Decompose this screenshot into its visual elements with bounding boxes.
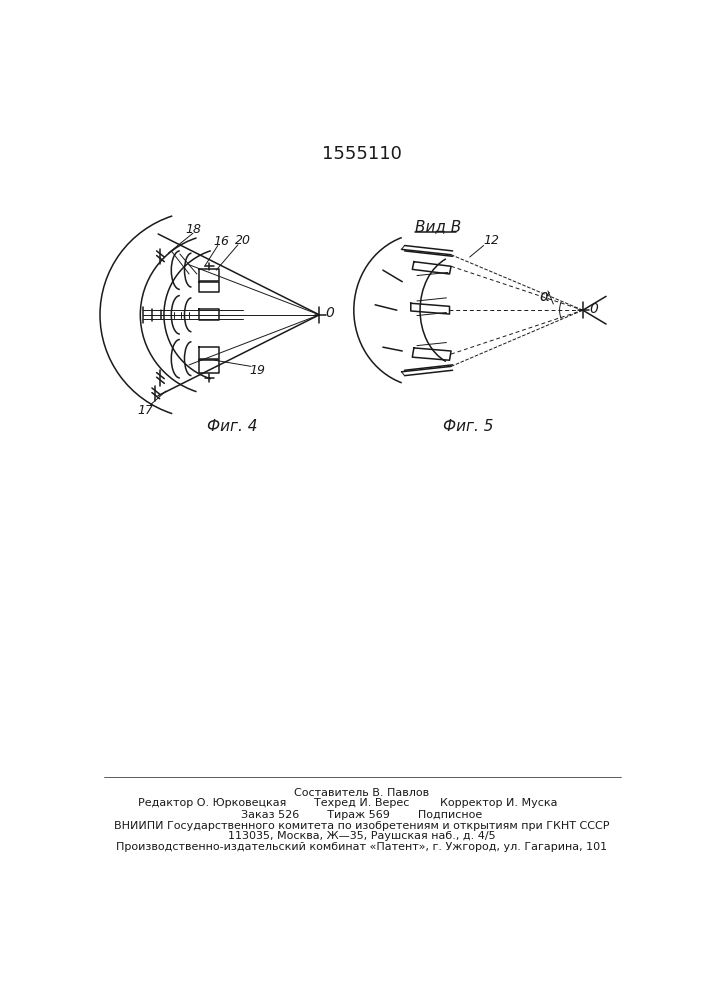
Text: 19: 19 [250, 364, 265, 377]
Text: 0: 0 [589, 302, 598, 316]
Text: 18: 18 [185, 223, 201, 236]
Text: Техред И. Верес: Техред И. Верес [315, 798, 409, 808]
Text: Корректор И. Муска: Корректор И. Муска [440, 798, 558, 808]
Text: Заказ 526        Тираж 569        Подписное: Заказ 526 Тираж 569 Подписное [241, 810, 483, 820]
Text: 16: 16 [213, 235, 229, 248]
Text: 0: 0 [326, 306, 334, 320]
Text: Вид В: Вид В [416, 219, 462, 234]
Text: 12: 12 [484, 234, 499, 247]
Text: Фиг. 5: Фиг. 5 [443, 419, 493, 434]
Text: Составитель В. Павлов: Составитель В. Павлов [294, 788, 430, 798]
Text: 113035, Москва, Ж—35, Раушская наб., д. 4/5: 113035, Москва, Ж—35, Раушская наб., д. … [228, 831, 496, 841]
Text: ВНИИПИ Государственного комитета по изобретениям и открытиям при ГКНТ СССР: ВНИИПИ Государственного комитета по изоб… [115, 821, 609, 831]
Text: 1555110: 1555110 [322, 145, 402, 163]
Text: 17: 17 [137, 404, 153, 417]
Text: Редактор О. Юрковецкая: Редактор О. Юрковецкая [138, 798, 286, 808]
Text: Производственно-издательский комбинат «Патент», г. Ужгород, ул. Гагарина, 101: Производственно-издательский комбинат «П… [117, 842, 607, 852]
Text: α: α [539, 289, 549, 304]
Text: Фиг. 4: Фиг. 4 [206, 419, 257, 434]
Text: 20: 20 [235, 234, 252, 247]
